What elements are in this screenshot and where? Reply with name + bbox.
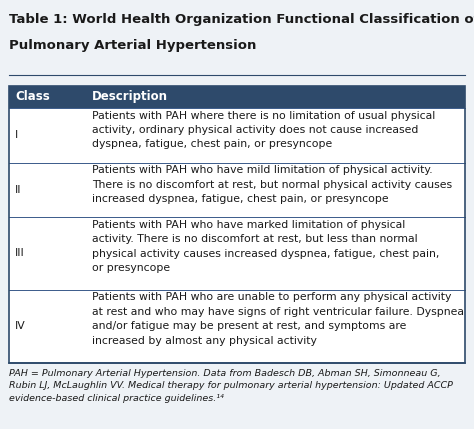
Text: Class: Class bbox=[15, 91, 50, 103]
Bar bbox=[9, 163, 465, 217]
Bar bbox=[9, 108, 465, 163]
Text: Description: Description bbox=[92, 91, 168, 103]
Bar bbox=[9, 86, 465, 108]
Text: IV: IV bbox=[15, 321, 26, 331]
Bar bbox=[9, 217, 465, 290]
Text: Pulmonary Arterial Hypertension: Pulmonary Arterial Hypertension bbox=[9, 39, 257, 51]
Text: PAH = Pulmonary Arterial Hypertension. Data from Badesch DB, Abman SH, Simonneau: PAH = Pulmonary Arterial Hypertension. D… bbox=[9, 369, 453, 403]
Text: Patients with PAH who have marked limitation of physical
activity. There is no d: Patients with PAH who have marked limita… bbox=[92, 220, 439, 273]
Text: Patients with PAH where there is no limitation of usual physical
activity, ordin: Patients with PAH where there is no limi… bbox=[92, 111, 435, 149]
Text: Patients with PAH who have mild limitation of physical activity.
There is no dis: Patients with PAH who have mild limitati… bbox=[92, 165, 452, 204]
Bar bbox=[9, 86, 465, 363]
Text: II: II bbox=[15, 185, 22, 195]
Text: I: I bbox=[15, 130, 18, 140]
Text: Patients with PAH who are unable to perform any physical activity
at rest and wh: Patients with PAH who are unable to perf… bbox=[92, 293, 464, 346]
Text: III: III bbox=[15, 248, 25, 259]
Bar bbox=[9, 290, 465, 363]
Text: Table 1: World Health Organization Functional Classification of: Table 1: World Health Organization Funct… bbox=[9, 13, 474, 26]
